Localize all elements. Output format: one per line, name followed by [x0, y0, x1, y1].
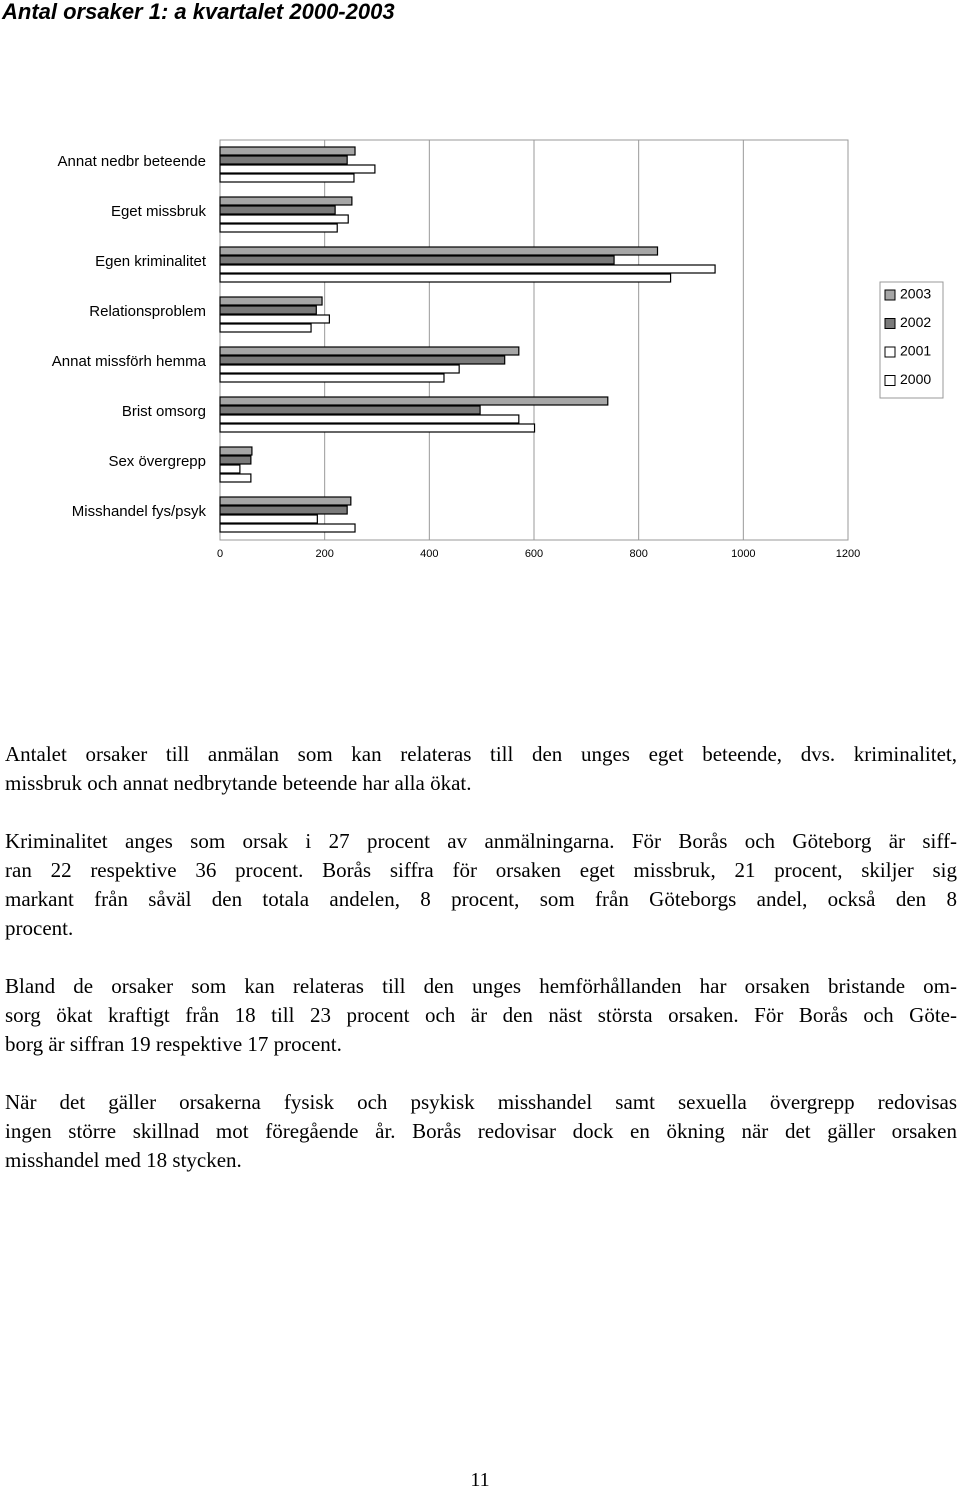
chart: 0 200 400 600 800 1000 1200 Annat nedbr beteend…: [52, 139, 944, 560]
bar: [219, 455, 252, 465]
text-line: sorg ökat kraftigt från 18 till 23 proce…: [5, 1003, 957, 1027]
text-line: ran 22 respektive 36 procent. Borås siff…: [5, 858, 957, 882]
paragraph: Antalet orsaker till anmälan som kan rel…: [5, 740, 957, 798]
bar: [219, 514, 318, 524]
bar: [219, 473, 252, 483]
bar: [219, 305, 317, 315]
legend-swatch: [884, 289, 896, 301]
bar: [219, 505, 348, 515]
paragraph: När det gäller orsakerna fysisk och psyk…: [5, 1088, 957, 1175]
text-line: ingen större skillnad mot föregående år.…: [5, 1119, 957, 1143]
y-tick-label: Eget missbruk: [111, 203, 207, 220]
bar: [219, 296, 323, 306]
bar: [219, 364, 460, 374]
paragraph: Bland de orsaker som kan relateras till …: [5, 972, 957, 1059]
y-tick-label: Brist omsorg: [122, 403, 206, 420]
x-tick-label: 800: [629, 548, 647, 560]
bar: [219, 155, 348, 165]
x-tick-label: 600: [525, 548, 543, 560]
bar: [219, 264, 716, 274]
bar: [219, 373, 445, 383]
text-line: När det gäller orsakerna fysisk och psyk…: [5, 1090, 957, 1114]
bar: [219, 414, 520, 424]
legend-label: 2002: [900, 314, 931, 330]
bar: [219, 146, 356, 156]
legend-swatch: [884, 375, 896, 386]
bar: [219, 446, 253, 456]
text-line: procent.: [5, 916, 74, 940]
bar: [219, 223, 338, 233]
bar: [219, 164, 376, 174]
bar: [219, 214, 349, 224]
x-tick-label: 1200: [836, 548, 860, 560]
x-tick-label: 200: [315, 548, 333, 560]
legend-label: 2001: [900, 343, 931, 359]
page-number: 11: [470, 1469, 490, 1491]
text-line: misshandel med 18 stycken.: [5, 1148, 242, 1172]
text-line: missbruk och annat nedbrytande beteende …: [5, 771, 472, 795]
chart-title: Antal orsaker 1: a kvartalet 2000-2003: [2, 0, 395, 24]
bar: [219, 396, 609, 406]
bar: [219, 323, 312, 333]
y-tick-label: Relationsproblem: [89, 303, 206, 320]
bar: [219, 255, 615, 265]
y-tick-label: Egen kriminalitet: [95, 253, 207, 270]
text-line: Kriminalitet anges som orsak i 27 procen…: [5, 829, 957, 853]
bar: [219, 423, 536, 433]
bar: [219, 346, 520, 356]
bar: [219, 464, 241, 474]
y-tick-label: Misshandel fys/psyk: [72, 503, 207, 520]
x-tick-label: 0: [217, 548, 223, 560]
bar: [219, 355, 506, 365]
bar: [219, 205, 336, 215]
legend-swatch: [884, 346, 896, 358]
bar: [219, 273, 672, 283]
bar: [219, 314, 330, 324]
bar: [219, 173, 355, 183]
x-tick-label: 1000: [731, 548, 755, 560]
y-tick-label: Sex övergrepp: [108, 453, 206, 470]
y-tick-label: Annat nedbr beteende: [58, 153, 206, 170]
text-line: Bland de orsaker som kan relateras till …: [5, 974, 957, 998]
paragraph: Kriminalitet anges som orsak i 27 procen…: [5, 827, 957, 943]
text-line: borg är siffran 19 respektive 17 procent…: [5, 1032, 342, 1056]
legend-swatch: [884, 318, 896, 329]
legend-label: 2000: [900, 371, 931, 387]
bar: [219, 523, 356, 533]
bar: [219, 496, 352, 506]
text-line: markant från såväl den totala andelen, 8…: [5, 887, 957, 911]
bar: [219, 196, 353, 206]
y-tick-label: Annat missförh hemma: [52, 353, 207, 370]
bar: [219, 405, 481, 415]
legend-label: 2003: [900, 286, 931, 302]
text-line: Antalet orsaker till anmälan som kan rel…: [5, 742, 957, 766]
body-text: Antalet orsaker till anmälan som kan rel…: [5, 740, 957, 1204]
x-tick-label: 400: [420, 548, 438, 560]
bar: [219, 246, 659, 256]
